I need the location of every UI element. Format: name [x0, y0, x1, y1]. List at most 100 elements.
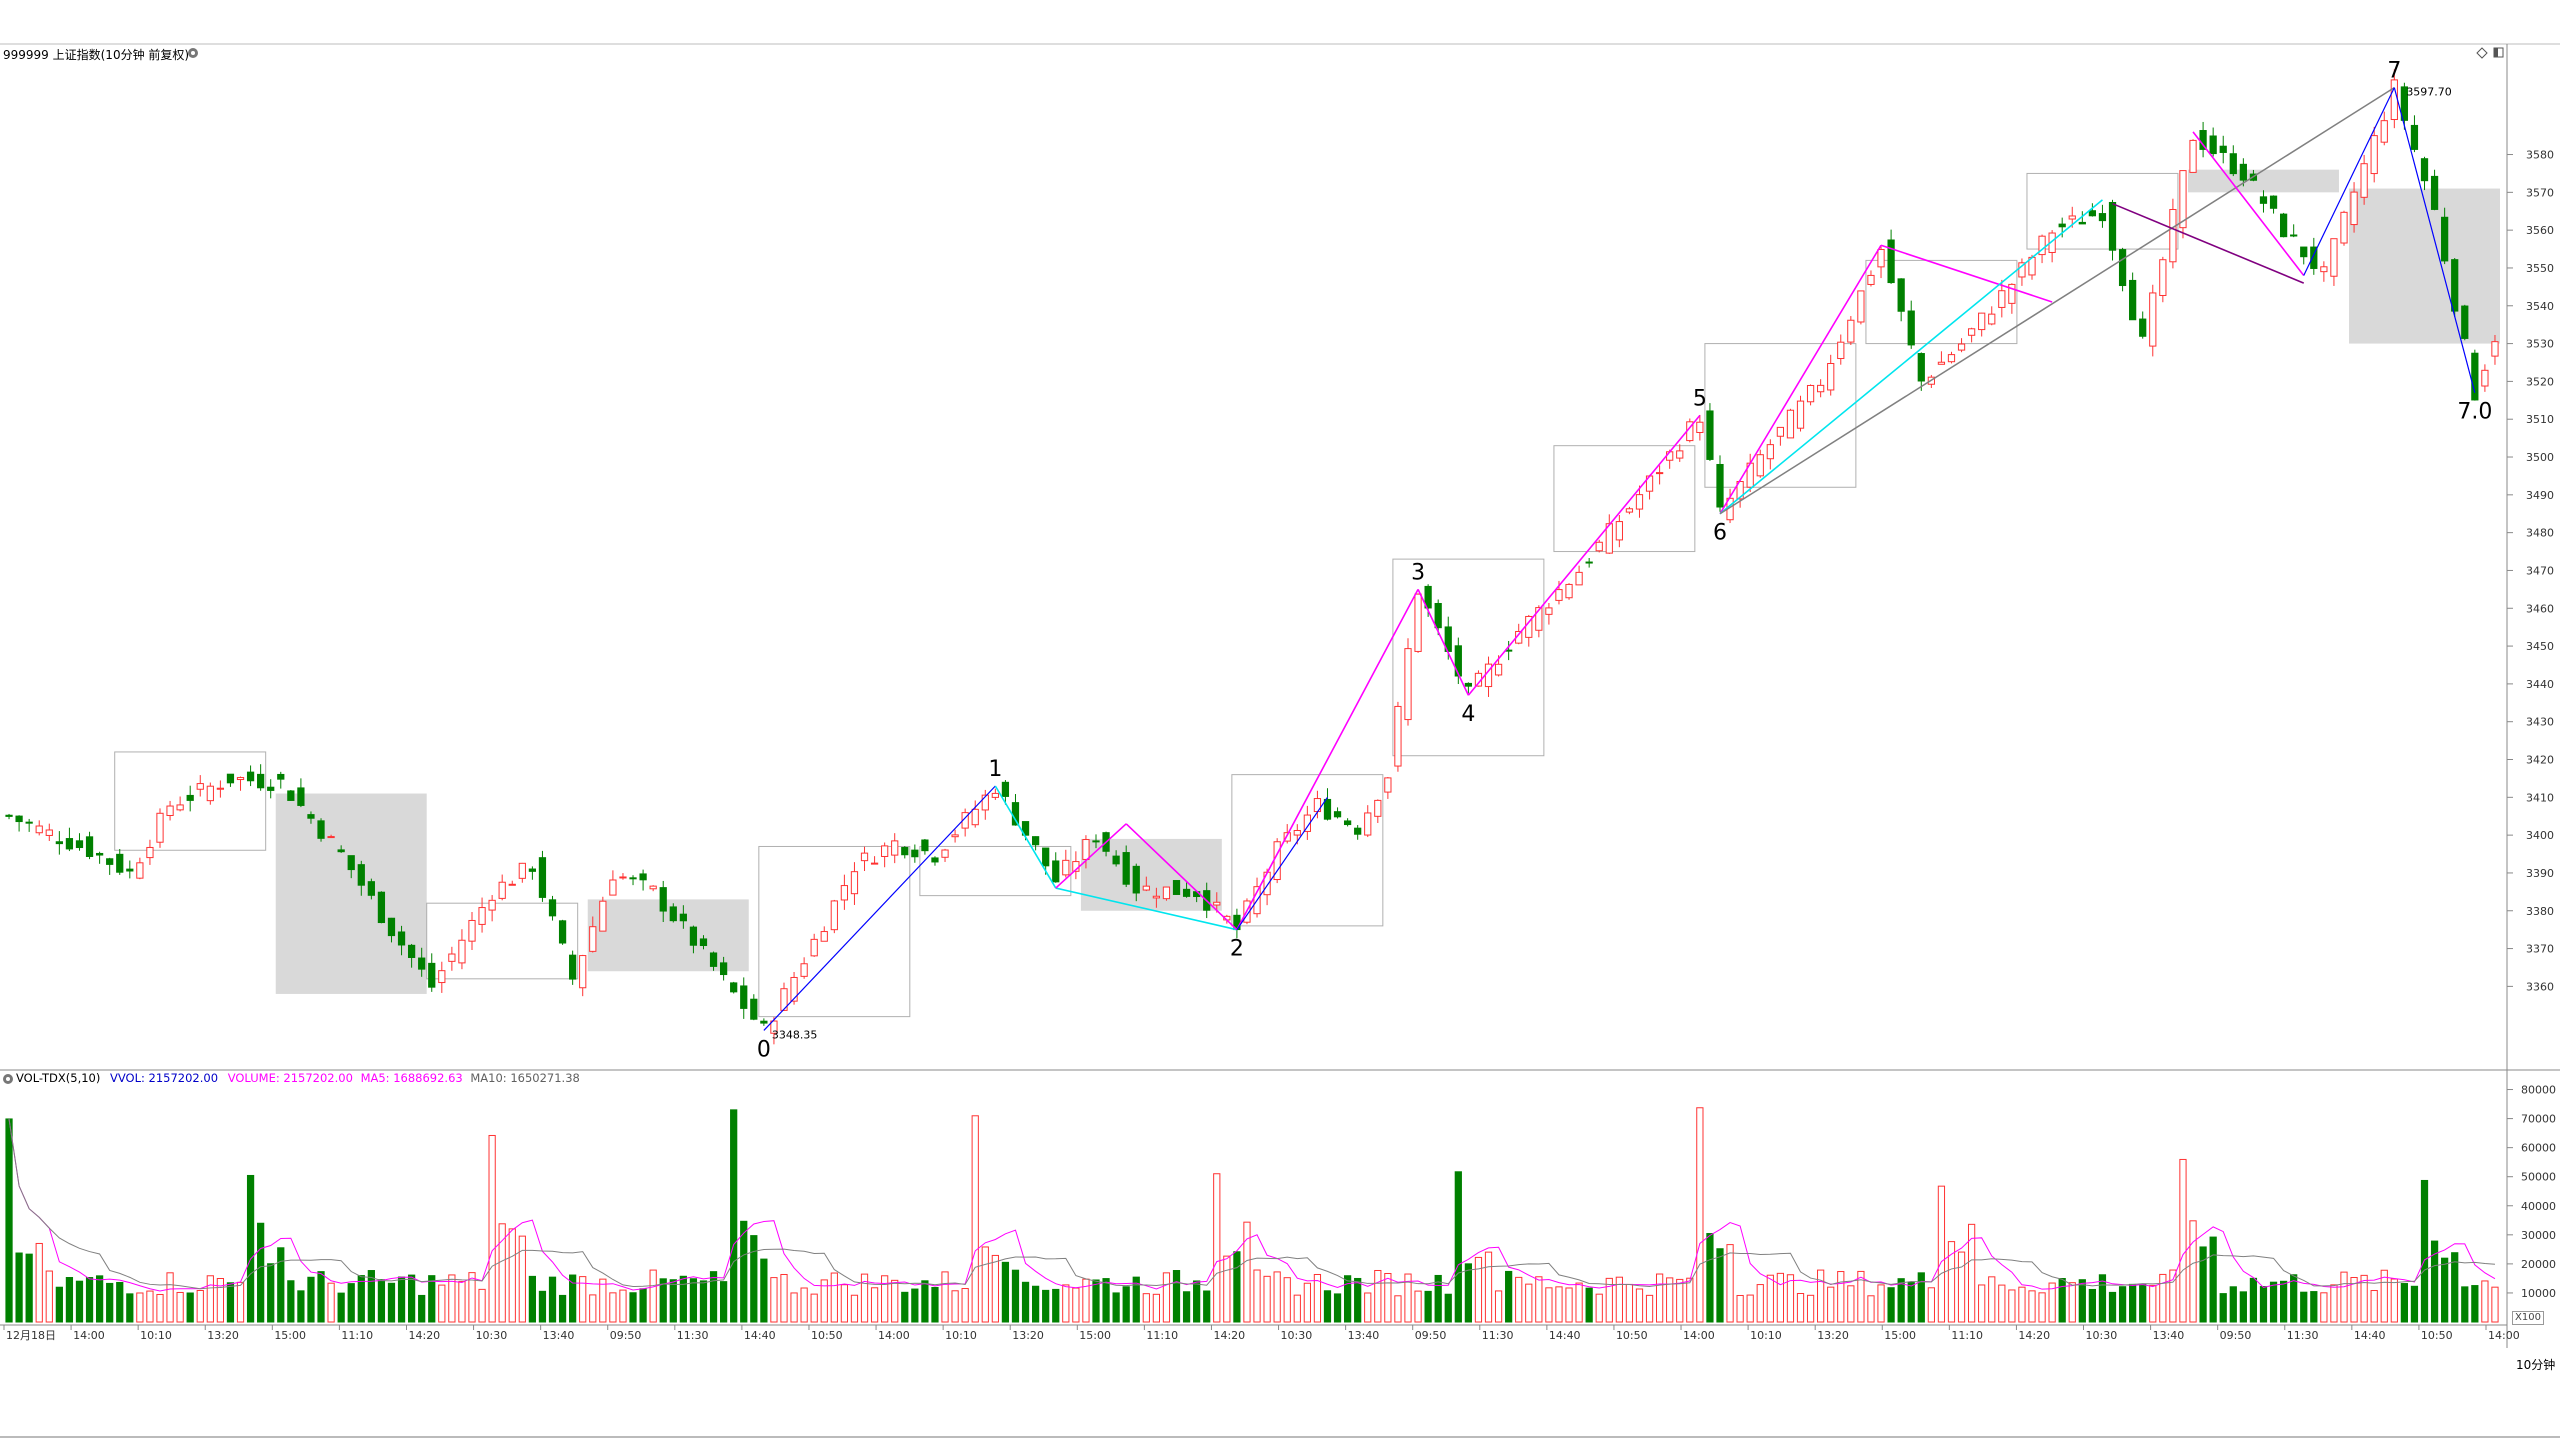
candle-body — [1615, 521, 1623, 541]
volume-bar — [2320, 1292, 2328, 1323]
time-tick-label: 09:50 — [610, 1329, 642, 1342]
candle-body — [1404, 648, 1412, 721]
candle-body — [870, 862, 879, 865]
candle — [2471, 349, 2479, 401]
candle — [790, 972, 798, 1005]
volume-bar — [498, 1223, 506, 1323]
candle — [428, 953, 436, 992]
price-title: 999999 上证指数(10分钟 前复权) — [3, 48, 190, 62]
volume-bar — [2400, 1283, 2409, 1323]
vol-indicator-name: VOL-TDX(5,10) — [16, 1071, 101, 1085]
candle-body — [2471, 352, 2479, 401]
candle-body — [2108, 201, 2117, 251]
candle — [2129, 272, 2137, 321]
volume-bar — [1454, 1171, 1462, 1323]
volume-tick-label: 70000 — [2521, 1113, 2556, 1126]
volume-bar — [548, 1276, 557, 1323]
candle — [186, 785, 194, 812]
volume-bar — [1343, 1275, 1352, 1323]
consolidation-box — [1865, 259, 2018, 345]
volume-bar — [458, 1281, 466, 1323]
candle — [740, 977, 748, 1019]
candle — [2179, 170, 2187, 239]
consolidation-box — [1704, 343, 1857, 488]
volume-bar — [448, 1274, 456, 1323]
candle — [1303, 805, 1311, 840]
volume-bar — [1676, 1278, 1684, 1323]
volume-bar — [1162, 1272, 1171, 1323]
volume-bar — [1152, 1293, 1161, 1323]
volume-bar — [2108, 1291, 2117, 1323]
candle — [1696, 414, 1704, 441]
candle — [2219, 135, 2227, 164]
candle — [347, 855, 355, 879]
magenta-line-3 — [1880, 244, 2053, 303]
consolidation-box — [919, 845, 1072, 897]
ma5-line — [8, 1118, 2496, 1292]
candle-body — [1021, 821, 1030, 836]
candle — [719, 956, 728, 981]
candle — [1716, 455, 1724, 512]
candle-body — [911, 849, 919, 858]
volume-panel[interactable] — [5, 1107, 2499, 1323]
candle — [1585, 557, 1593, 568]
candle — [2360, 154, 2368, 205]
candle — [156, 808, 164, 848]
wave-label: 1 — [988, 757, 1002, 782]
candle — [780, 982, 788, 1011]
candle — [689, 925, 698, 954]
candle — [1635, 485, 1644, 518]
candle — [1374, 799, 1382, 824]
candle — [1706, 403, 1714, 461]
diamond-icon[interactable] — [2476, 47, 2488, 59]
volume-bar — [35, 1242, 43, 1323]
candle — [1092, 834, 1100, 849]
candle — [488, 895, 496, 922]
candle — [659, 880, 667, 923]
candle-body — [2068, 215, 2076, 220]
candle-body — [2038, 235, 2046, 256]
candle — [1142, 876, 1150, 892]
candle — [881, 842, 889, 868]
candle-body — [2451, 259, 2459, 312]
volume-bar — [689, 1278, 698, 1323]
volume-bar — [257, 1222, 265, 1323]
candle — [961, 808, 969, 837]
candle-body — [770, 1020, 778, 1034]
low-price-label: 3348.35 — [772, 1028, 818, 1041]
candle-body — [1152, 895, 1161, 899]
volume-tick-label: 30000 — [2521, 1229, 2556, 1242]
candle — [528, 866, 537, 880]
candle-body — [1625, 508, 1634, 513]
price-tick-label: 3540 — [2526, 300, 2554, 313]
candle — [991, 788, 999, 800]
price-panel[interactable] — [5, 69, 2500, 1045]
vol-settings-icon[interactable] — [3, 1074, 13, 1084]
volume-bar — [1907, 1282, 1915, 1323]
candle-body — [2441, 216, 2449, 262]
volume-bar — [1283, 1277, 1291, 1323]
candle-body — [2279, 213, 2288, 238]
price-tick-label: 3520 — [2526, 375, 2554, 388]
volume-bar — [2018, 1286, 2026, 1323]
time-tick-label: 14:00 — [73, 1329, 105, 1342]
candle-body — [2481, 369, 2489, 387]
volume-bar — [1112, 1292, 1120, 1323]
candle-body — [1545, 607, 1553, 615]
candle — [1354, 825, 1362, 840]
volume-bar — [1857, 1270, 1865, 1323]
window-toggle-icon[interactable] — [2493, 47, 2504, 58]
candle — [639, 869, 647, 891]
candle-body — [2310, 246, 2318, 269]
volume-bar — [1313, 1273, 1322, 1323]
volume-bar — [5, 1118, 13, 1323]
candle-body — [558, 920, 567, 944]
candle-body — [971, 808, 979, 826]
candle-body — [1957, 343, 1966, 351]
candle — [438, 961, 446, 993]
settings-icon[interactable] — [188, 48, 198, 58]
volume-bar — [1847, 1285, 1855, 1323]
candle-body — [226, 773, 235, 784]
volume-bar — [357, 1275, 365, 1323]
